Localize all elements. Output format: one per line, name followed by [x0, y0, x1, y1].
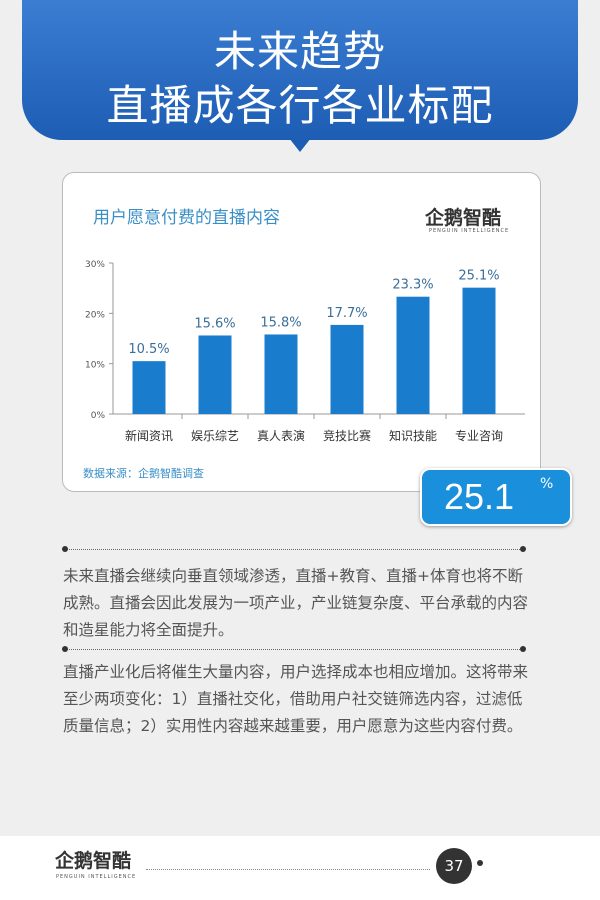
- divider-dot: [520, 646, 526, 652]
- divider: [64, 649, 524, 650]
- bar: [330, 324, 364, 414]
- brand-tagline: PENGUIN INTELLIGENCE: [429, 228, 510, 234]
- footer-tagline: PENGUIN INTELLIGENCE: [56, 874, 137, 880]
- footer: 企鹅智酷 PENGUIN INTELLIGENCE: [0, 836, 600, 900]
- header-pointer: [289, 138, 311, 152]
- bar: [264, 334, 298, 414]
- header-banner: [22, 0, 578, 140]
- divider-dot: [62, 546, 68, 552]
- y-tick-label: 30%: [85, 260, 105, 270]
- divider: [64, 549, 524, 550]
- chart-title: 用户愿意付费的直播内容: [93, 208, 280, 228]
- paragraph-2: 直播产业化后将催生大量内容，用户选择成本也相应增加。这将带来至少两项变化：1）直…: [63, 663, 529, 735]
- highlight-value: 25.1: [444, 476, 515, 517]
- y-tick-label: 0%: [91, 411, 106, 421]
- x-tick-label: 竞技比赛: [323, 428, 371, 443]
- bar: [132, 361, 166, 414]
- data-label: 15.8%: [260, 315, 301, 330]
- paragraph-1: 未来直播会继续向垂直领域渗透，直播+教育、直播+体育也将不断成熟。直播会因此发展…: [63, 567, 529, 639]
- x-tick-label: 专业咨询: [455, 428, 503, 443]
- page-number: 37: [436, 848, 472, 884]
- divider-dot: [62, 646, 68, 652]
- divider-dot: [520, 546, 526, 552]
- footer-line: [146, 869, 430, 870]
- chart-card: 用户愿意付费的直播内容 企鹅智酷 PENGUIN INTELLIGENCE 0%…: [62, 172, 541, 492]
- x-tick-label: 真人表演: [257, 428, 305, 443]
- data-label: 15.6%: [194, 316, 235, 331]
- data-label: 23.3%: [392, 278, 433, 293]
- y-tick-label: 10%: [85, 361, 105, 371]
- x-tick-label: 娱乐综艺: [191, 429, 239, 443]
- title-line2: 直播成各行各业标配: [106, 81, 494, 130]
- footer-logo: 企鹅智酷: [55, 850, 132, 872]
- bar: [462, 287, 496, 414]
- brand-logo: 企鹅智酷: [425, 207, 502, 229]
- data-label: 25.1%: [458, 269, 499, 284]
- highlight-unit: %: [540, 476, 554, 492]
- x-tick-label: 新闻资讯: [125, 428, 173, 443]
- x-tick-label: 知识技能: [389, 429, 437, 443]
- page-dot: [477, 860, 483, 866]
- chart-source: 数据来源：企鹅智酷调查: [83, 467, 204, 480]
- bar: [396, 296, 430, 414]
- y-tick-label: 20%: [85, 310, 105, 320]
- data-label: 10.5%: [128, 342, 169, 357]
- bar: [198, 335, 232, 414]
- bar-chart: 0% 10% 20% 30% 10.5% 新闻资讯 15.6% 娱乐综艺 15.8% 真人表演 17…: [85, 260, 525, 443]
- data-label: 17.7%: [326, 306, 367, 321]
- title-line1: 未来趋势: [213, 27, 386, 76]
- highlight-badge: 25.1 %: [420, 468, 572, 526]
